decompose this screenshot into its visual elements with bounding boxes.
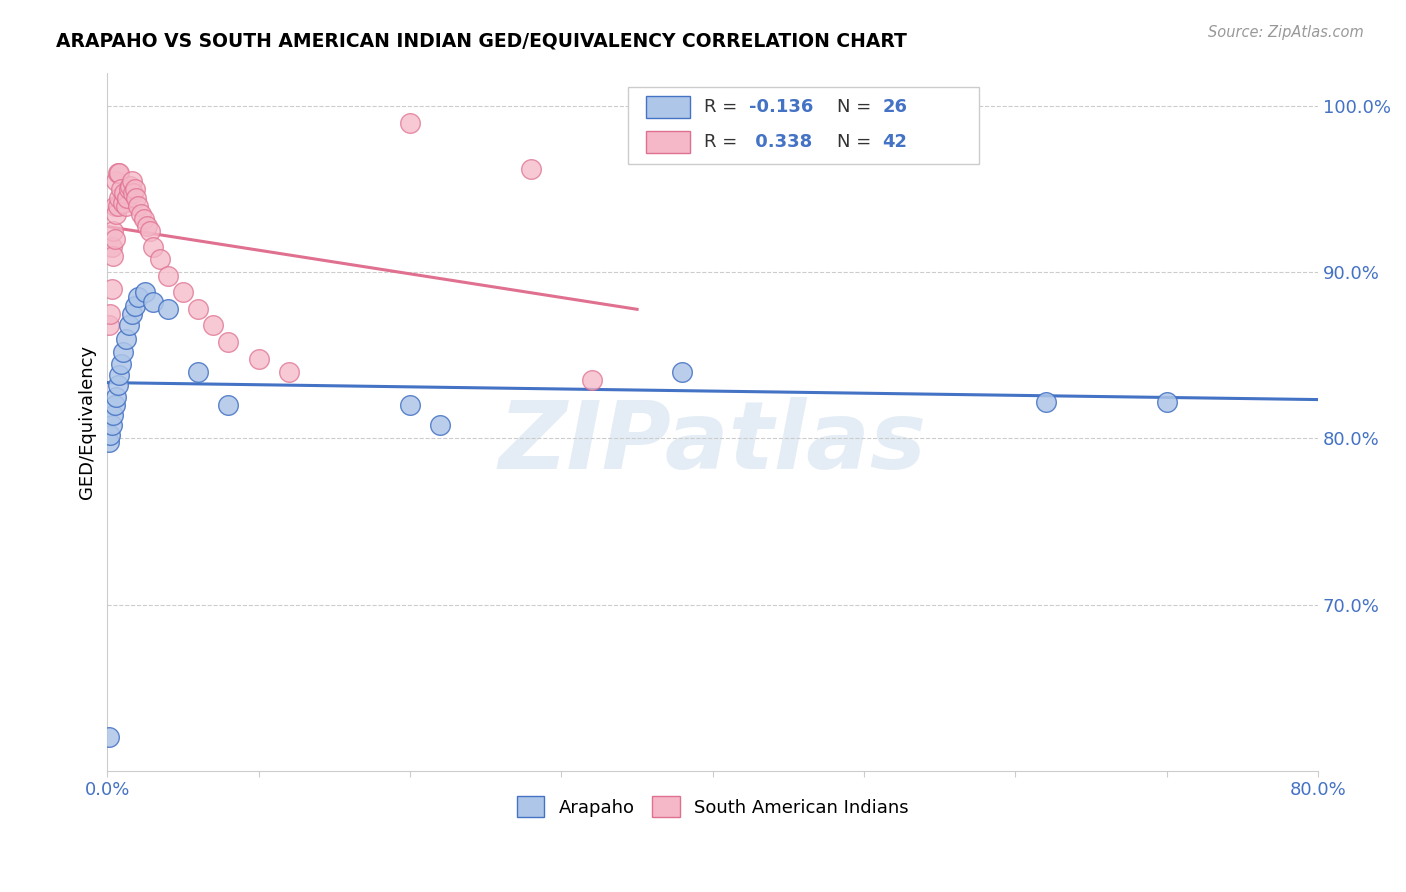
Point bbox=[101, 240, 124, 254]
Point bbox=[114, 332, 136, 346]
Point bbox=[127, 290, 149, 304]
Point bbox=[112, 186, 135, 200]
Point bbox=[114, 199, 136, 213]
Point bbox=[108, 190, 131, 204]
Point bbox=[134, 285, 156, 300]
Point bbox=[108, 368, 131, 383]
Point bbox=[120, 178, 142, 193]
Point bbox=[142, 240, 165, 254]
Text: 0.338: 0.338 bbox=[749, 133, 813, 151]
Point bbox=[117, 318, 139, 333]
Point bbox=[101, 282, 124, 296]
Text: Source: ZipAtlas.com: Source: ZipAtlas.com bbox=[1208, 25, 1364, 40]
Point bbox=[103, 249, 125, 263]
Point bbox=[429, 418, 451, 433]
Point bbox=[172, 285, 194, 300]
Point bbox=[127, 199, 149, 213]
Point bbox=[104, 232, 127, 246]
Point bbox=[202, 318, 225, 333]
Point bbox=[115, 190, 138, 204]
Point bbox=[107, 166, 129, 180]
Text: ARAPAHO VS SOUTH AMERICAN INDIAN GED/EQUIVALENCY CORRELATION CHART: ARAPAHO VS SOUTH AMERICAN INDIAN GED/EQU… bbox=[56, 31, 907, 50]
Point bbox=[104, 398, 127, 412]
Point bbox=[103, 408, 125, 422]
Point bbox=[108, 166, 131, 180]
Point bbox=[217, 398, 239, 412]
Point bbox=[105, 207, 128, 221]
Text: 26: 26 bbox=[883, 98, 907, 116]
Text: -0.136: -0.136 bbox=[749, 98, 814, 116]
Point bbox=[139, 224, 162, 238]
Point bbox=[581, 373, 603, 387]
Legend: Arapaho, South American Indians: Arapaho, South American Indians bbox=[509, 789, 915, 824]
Point bbox=[111, 195, 134, 210]
Text: N =: N = bbox=[838, 133, 877, 151]
Point bbox=[399, 398, 422, 412]
Point bbox=[129, 207, 152, 221]
Point bbox=[103, 224, 125, 238]
Point bbox=[107, 378, 129, 392]
Point bbox=[117, 182, 139, 196]
Point bbox=[135, 219, 157, 233]
FancyBboxPatch shape bbox=[628, 87, 979, 164]
Bar bbox=[647, 95, 690, 119]
Point bbox=[278, 365, 301, 379]
Point bbox=[105, 174, 128, 188]
Point bbox=[124, 299, 146, 313]
Point bbox=[142, 295, 165, 310]
Point bbox=[217, 335, 239, 350]
Text: R =: R = bbox=[704, 133, 744, 151]
Point bbox=[97, 434, 120, 449]
Point bbox=[187, 365, 209, 379]
Point bbox=[399, 116, 422, 130]
Point bbox=[1035, 395, 1057, 409]
Point bbox=[101, 418, 124, 433]
Point bbox=[104, 199, 127, 213]
Point bbox=[149, 252, 172, 266]
Point bbox=[100, 307, 122, 321]
Point bbox=[97, 318, 120, 333]
Point bbox=[247, 351, 270, 366]
Point bbox=[110, 357, 132, 371]
Text: R =: R = bbox=[704, 98, 744, 116]
Bar bbox=[647, 130, 690, 153]
Point bbox=[121, 174, 143, 188]
Point bbox=[107, 199, 129, 213]
Y-axis label: GED/Equivalency: GED/Equivalency bbox=[79, 345, 96, 499]
Point bbox=[132, 212, 155, 227]
Text: ZIPatlas: ZIPatlas bbox=[499, 397, 927, 489]
Point bbox=[111, 345, 134, 359]
Point bbox=[156, 301, 179, 316]
Point bbox=[156, 268, 179, 283]
Point bbox=[121, 307, 143, 321]
Point bbox=[520, 162, 543, 177]
Point bbox=[125, 190, 148, 204]
Point bbox=[124, 182, 146, 196]
Text: 42: 42 bbox=[883, 133, 907, 151]
Point bbox=[100, 428, 122, 442]
Point bbox=[187, 301, 209, 316]
Point bbox=[97, 731, 120, 745]
Text: N =: N = bbox=[838, 98, 877, 116]
Point bbox=[122, 186, 145, 200]
Point bbox=[671, 365, 693, 379]
Point bbox=[1156, 395, 1178, 409]
Point bbox=[105, 390, 128, 404]
Point bbox=[110, 182, 132, 196]
